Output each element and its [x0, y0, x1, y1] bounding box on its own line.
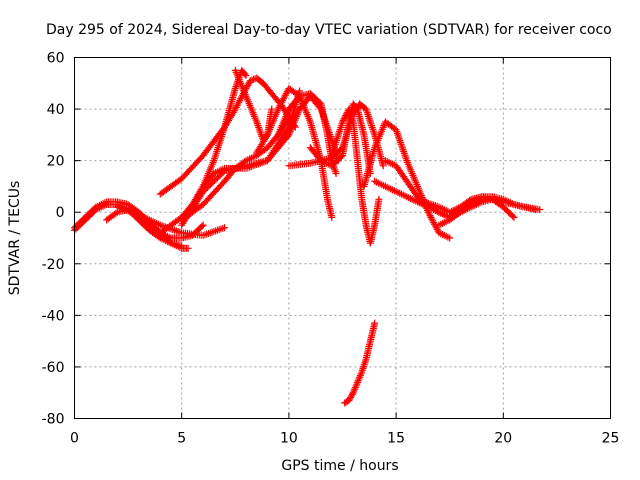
data-markers [188, 87, 304, 211]
series-arc-6 [156, 74, 299, 198]
series-arc-21 [341, 319, 379, 407]
x-tick-label: 20 [494, 431, 512, 447]
data-markers [156, 74, 299, 198]
x-tick-label: 0 [70, 431, 79, 447]
y-tick-label: 0 [56, 205, 65, 221]
y-tick-label: -60 [42, 360, 65, 376]
x-tick-label: 25 [602, 431, 620, 447]
y-tick-label: -40 [42, 308, 65, 324]
data-markers [435, 195, 544, 229]
y-tick-label: 60 [47, 51, 65, 67]
y-tick-label: -20 [42, 257, 65, 273]
x-tick-label: 15 [387, 431, 405, 447]
data-markers [253, 84, 336, 221]
plot-frame [74, 57, 611, 419]
y-tick-label: 40 [47, 102, 65, 118]
data-markers [306, 100, 374, 178]
y-tick-label: 20 [47, 154, 65, 170]
x-axis-label: GPS time / hours [281, 458, 398, 474]
y-tick-label: -80 [42, 412, 65, 428]
data-points [71, 66, 544, 407]
data-markers [156, 66, 250, 237]
series-arc-9 [188, 87, 304, 211]
series-arc-4 [113, 203, 229, 239]
x-tick-label: 10 [280, 431, 298, 447]
data-markers [113, 203, 229, 239]
y-axis-label: SDTVAR / TECUs [7, 181, 23, 296]
data-markers [328, 105, 383, 247]
tick-labels: 0 5 10 15 20 25 -80 -60 -40 -20 0 20 40 60 [42, 51, 620, 447]
series-arc-5 [156, 66, 250, 237]
series-arc-14 [306, 100, 374, 178]
series-arc-11 [253, 84, 336, 221]
chart-title: Day 295 of 2024, Sidereal Day-to-day VTE… [46, 22, 612, 38]
series-arc-15 [328, 105, 383, 247]
x-tick-label: 5 [177, 431, 186, 447]
series-arc-20 [435, 195, 544, 229]
axis-ticks [74, 57, 611, 419]
data-markers [341, 319, 379, 407]
grid-lines [74, 57, 611, 419]
